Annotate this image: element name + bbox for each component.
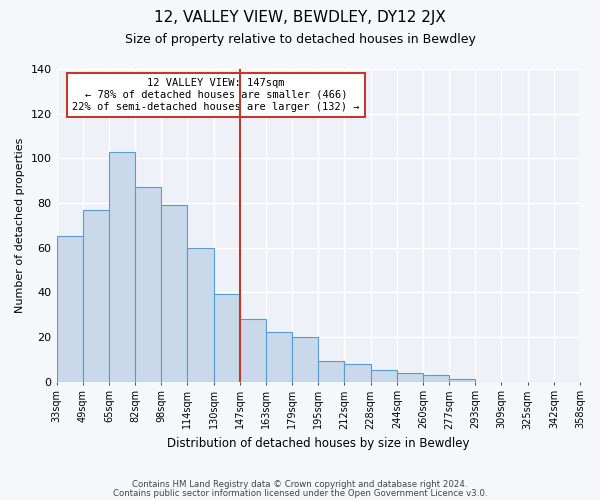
Text: 12, VALLEY VIEW, BEWDLEY, DY12 2JX: 12, VALLEY VIEW, BEWDLEY, DY12 2JX <box>154 10 446 25</box>
Bar <box>135 188 161 382</box>
Bar <box>423 375 449 382</box>
Bar <box>109 152 135 382</box>
Text: 12 VALLEY VIEW: 147sqm
← 78% of detached houses are smaller (466)
22% of semi-de: 12 VALLEY VIEW: 147sqm ← 78% of detached… <box>73 78 360 112</box>
Text: Size of property relative to detached houses in Bewdley: Size of property relative to detached ho… <box>125 32 475 46</box>
Bar <box>318 362 344 382</box>
Text: Contains HM Land Registry data © Crown copyright and database right 2024.: Contains HM Land Registry data © Crown c… <box>132 480 468 489</box>
Bar <box>83 210 109 382</box>
Y-axis label: Number of detached properties: Number of detached properties <box>15 138 25 313</box>
Bar <box>266 332 292 382</box>
Bar <box>214 294 240 382</box>
Bar <box>161 205 187 382</box>
Text: Contains public sector information licensed under the Open Government Licence v3: Contains public sector information licen… <box>113 490 487 498</box>
Bar <box>187 248 214 382</box>
Bar <box>292 337 318 382</box>
Bar <box>56 236 83 382</box>
Bar <box>371 370 397 382</box>
Bar <box>449 380 475 382</box>
Bar <box>240 319 266 382</box>
Bar <box>344 364 371 382</box>
Bar <box>397 372 423 382</box>
X-axis label: Distribution of detached houses by size in Bewdley: Distribution of detached houses by size … <box>167 437 470 450</box>
